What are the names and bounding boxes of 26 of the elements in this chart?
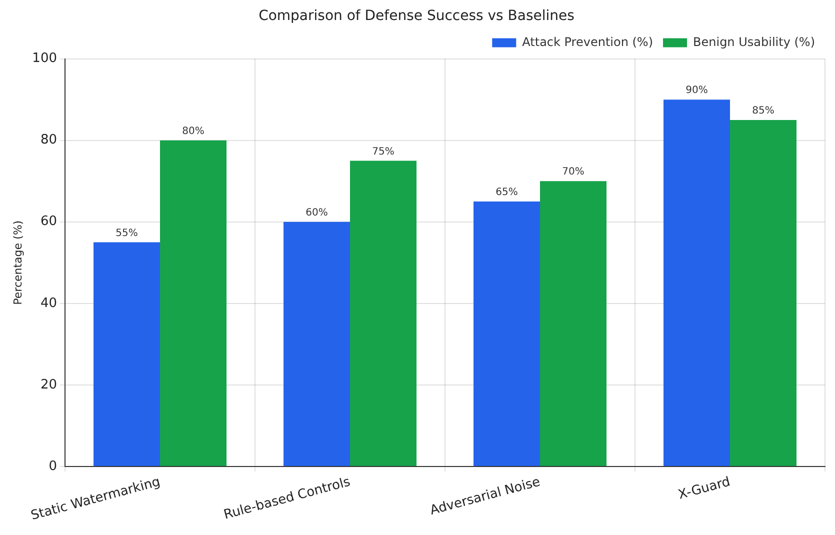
bar xyxy=(284,222,350,466)
bar xyxy=(160,140,227,466)
legend-label: Benign Usability (%) xyxy=(693,34,816,49)
bar xyxy=(94,242,160,466)
bar xyxy=(730,120,796,466)
y-tick-label: 80 xyxy=(40,132,58,148)
bar xyxy=(540,181,607,466)
bar xyxy=(664,100,730,466)
data-label: 90% xyxy=(686,85,708,96)
data-label: 60% xyxy=(306,207,328,218)
data-label: 80% xyxy=(182,126,204,137)
bar xyxy=(474,201,540,466)
data-label: 85% xyxy=(752,106,774,117)
data-label: 55% xyxy=(116,228,138,239)
chart-title: Comparison of Defense Success vs Baselines xyxy=(258,8,574,24)
bar xyxy=(350,160,417,466)
y-tick-label: 40 xyxy=(40,296,58,311)
legend-label: Attack Prevention (%) xyxy=(522,34,654,49)
y-tick-label: 20 xyxy=(40,377,58,392)
data-label: 70% xyxy=(562,166,584,178)
data-label: 65% xyxy=(496,187,518,198)
y-tick-label: 60 xyxy=(40,214,58,230)
y-axis-title: Percentage (%) xyxy=(11,220,24,305)
y-tick-label: 0 xyxy=(48,458,58,474)
data-label: 75% xyxy=(372,146,394,158)
y-tick-label: 100 xyxy=(32,51,58,66)
